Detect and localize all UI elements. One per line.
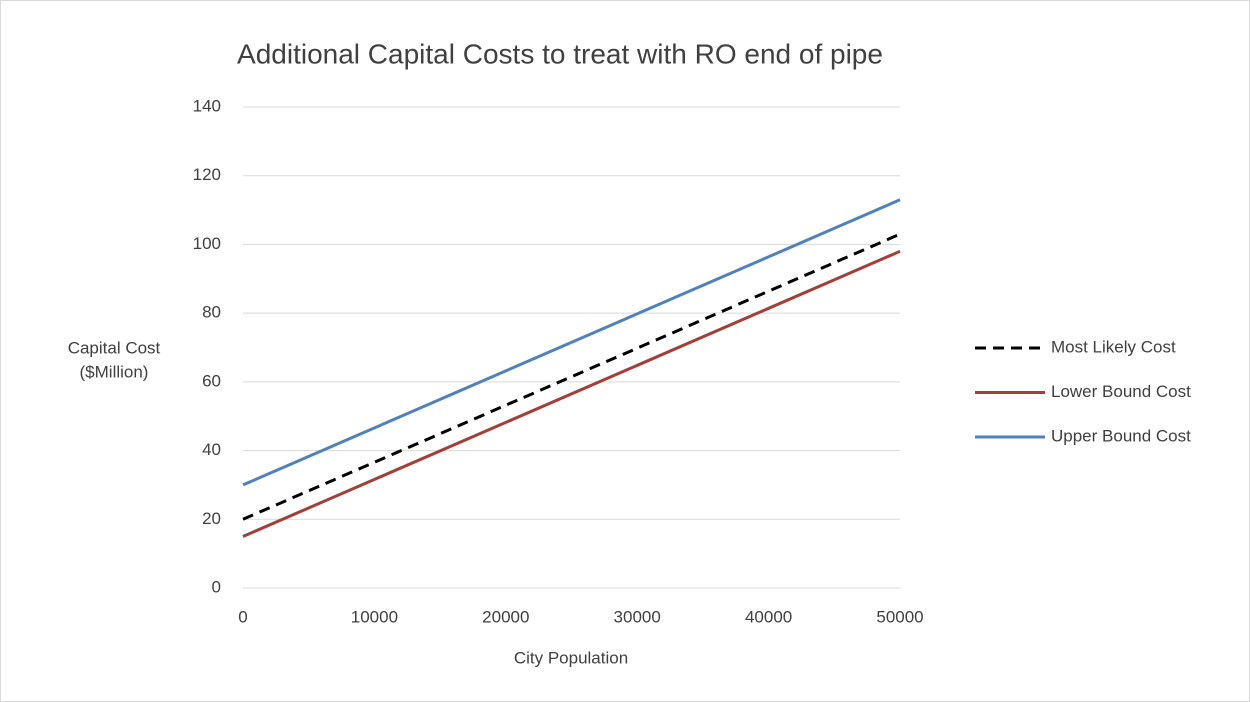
y-axis-label: Capital Cost xyxy=(68,338,161,357)
y-tick-label: 80 xyxy=(202,303,221,322)
series-line xyxy=(242,198,901,487)
legend-label: Most Likely Cost xyxy=(1051,337,1176,356)
legend-label: Lower Bound Cost xyxy=(1051,382,1191,401)
x-axis-label: City Population xyxy=(514,648,628,667)
series-line xyxy=(242,232,901,521)
x-tick-label: 40000 xyxy=(745,607,792,626)
x-tick-label: 20000 xyxy=(482,607,529,626)
y-tick-label: 20 xyxy=(202,509,221,528)
y-tick-label: 120 xyxy=(193,165,221,184)
y-tick-label: 60 xyxy=(202,371,221,390)
y-tick-label: 140 xyxy=(193,96,221,115)
y-tick-label: 40 xyxy=(202,440,221,459)
chart-title: Additional Capital Costs to treat with R… xyxy=(237,38,883,69)
x-tick-label: 10000 xyxy=(351,607,398,626)
y-tick-label: 0 xyxy=(212,577,221,596)
x-tick-label: 30000 xyxy=(614,607,661,626)
y-axis-label: ($Million) xyxy=(80,362,149,381)
y-tick-label: 100 xyxy=(193,234,221,253)
legend-label: Upper Bound Cost xyxy=(1051,426,1191,445)
x-tick-label: 50000 xyxy=(876,607,923,626)
series-line xyxy=(242,249,901,538)
x-tick-label: 0 xyxy=(238,607,247,626)
